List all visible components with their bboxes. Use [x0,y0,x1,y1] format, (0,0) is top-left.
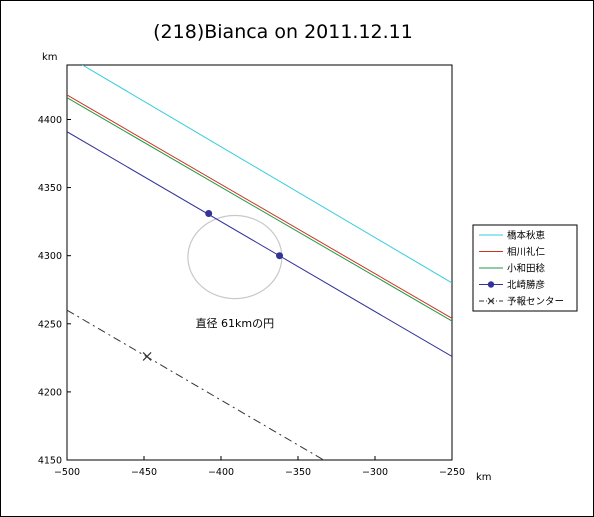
y-tick-label: 4200 [38,387,62,398]
circle-label: 直径 61kmの円 [196,316,275,330]
x-tick-label: −450 [131,467,157,478]
series-line-1 [82,65,452,284]
x-tick-label: −350 [285,467,311,478]
legend-label-5: 予報センター [507,297,564,308]
x-tick-label: −250 [439,467,465,478]
plot-clip-group [67,65,452,460]
x-tick-label: −300 [362,467,388,478]
data-point-x [142,352,152,361]
x-tick-label: −400 [208,467,234,478]
plot-border [66,64,453,461]
plot-area: −500 −450 −400 −350 −300 −250 4150 4200 4250 4300… [38,64,465,478]
series-line-5 [67,309,325,460]
x-tick-label: −500 [54,467,80,478]
legend-label-4: 北崎勝彦 [507,279,545,291]
data-point-dot [276,252,284,260]
legend-label-2: 相川礼仁 [507,246,546,258]
series-line-4 [67,131,452,357]
y-tick-label: 4150 [38,456,62,467]
y-tick-label: 4400 [38,115,62,126]
data-point-dot [205,209,213,217]
legend-marker-x [487,297,495,305]
legend-label-3: 小和田稔 [507,263,546,275]
diameter-circle [187,214,283,300]
y-tick-label: 4350 [38,183,62,194]
y-tick-label: 4250 [38,319,62,330]
series-line-2 [67,94,452,319]
legend-marker-dot [487,281,495,288]
chart-title: (218)Bianca on 2011.12.11 [153,21,413,43]
y-axis-unit: km [42,52,58,63]
legend-label-1: 橋本秋恵 [507,230,546,242]
y-tick-label: 4300 [38,251,62,262]
x-axis-unit: km [476,472,492,483]
series-line-3 [67,97,452,322]
